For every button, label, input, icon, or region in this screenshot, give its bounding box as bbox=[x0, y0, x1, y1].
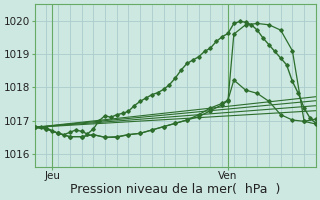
X-axis label: Pression niveau de la mer(  hPa  ): Pression niveau de la mer( hPa ) bbox=[70, 183, 280, 196]
